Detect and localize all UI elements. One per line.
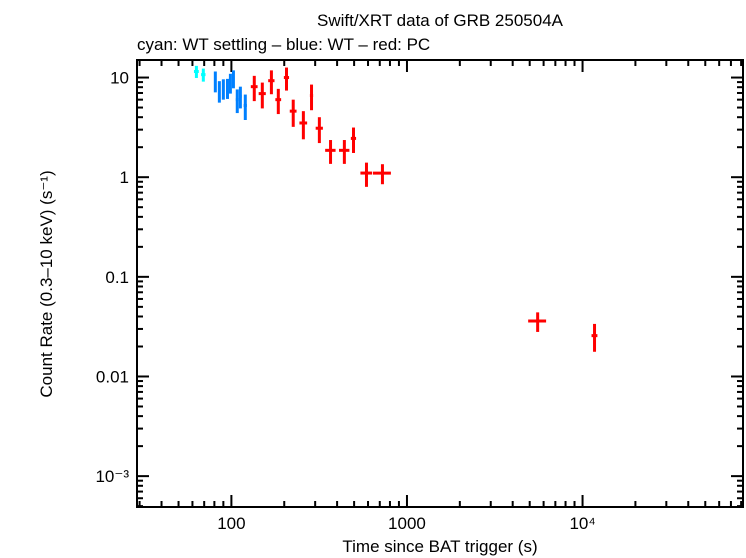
- data-point: [231, 70, 235, 89]
- data-point: [225, 78, 229, 99]
- data-point: [289, 99, 297, 127]
- plot-frame: [136, 59, 744, 508]
- chart-title: Swift/XRT data of GRB 250504A: [317, 11, 564, 30]
- data-point: [528, 312, 547, 332]
- data-point: [315, 117, 323, 144]
- data-point: [250, 75, 258, 102]
- data-point: [275, 88, 282, 115]
- data-point: [213, 71, 217, 93]
- data-point: [325, 140, 336, 164]
- data-point: [243, 94, 247, 120]
- x-tick-label: 10⁴: [569, 514, 595, 533]
- y-tick-label: 0.01: [96, 367, 129, 386]
- data-point: [338, 140, 350, 164]
- data-point: [268, 70, 275, 95]
- data-point: [217, 81, 221, 103]
- data-point: [228, 73, 232, 94]
- y-tick-label: 10: [110, 69, 129, 88]
- data-point: [283, 67, 290, 91]
- data-point: [193, 65, 199, 78]
- data-point: [235, 89, 239, 114]
- x-tick-label: 1000: [388, 514, 426, 533]
- chart-subtitle: cyan: WT settling – blue: WT – red: PC: [137, 35, 430, 54]
- data-point: [591, 323, 598, 352]
- x-axis-label: Time since BAT trigger (s): [342, 537, 537, 556]
- data-point: [201, 68, 206, 82]
- y-tick-label: 0.1: [105, 268, 129, 287]
- y-tick-label: 10⁻³: [95, 467, 129, 486]
- y-tick-label: 1: [120, 168, 129, 187]
- data-point: [221, 79, 225, 100]
- data-point: [360, 162, 373, 187]
- data-point: [299, 111, 308, 140]
- data-point: [372, 164, 391, 185]
- data-point: [309, 84, 314, 111]
- data-point: [258, 82, 266, 109]
- x-tick-label: 100: [217, 514, 245, 533]
- y-axis-label: Count Rate (0.3–10 keV) (s⁻¹): [37, 170, 56, 397]
- data-point: [238, 86, 242, 109]
- data-point: [350, 127, 357, 153]
